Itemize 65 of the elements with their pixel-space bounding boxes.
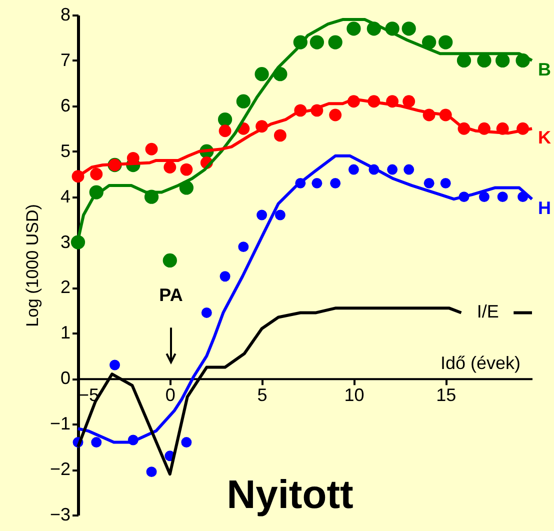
x-tick-label: 0	[165, 385, 176, 406]
point	[220, 271, 230, 282]
point	[346, 22, 361, 36]
y-tick-label: 6	[60, 95, 70, 116]
y-tick-label: 4	[60, 186, 70, 206]
x-tick-label: 15	[436, 385, 456, 406]
series-label: I/E	[476, 302, 499, 322]
point	[402, 22, 416, 36]
point	[497, 192, 508, 202]
series-label: H	[538, 198, 551, 218]
point	[238, 242, 249, 252]
point	[90, 168, 103, 180]
point	[478, 192, 490, 202]
point	[218, 112, 232, 127]
y-tick-label: −2	[50, 459, 70, 480]
y-tick-label: 3	[60, 232, 70, 252]
point	[236, 94, 250, 108]
series-label: B	[538, 59, 551, 80]
point	[180, 163, 193, 176]
point	[348, 164, 359, 175]
y-tick-label: −3	[50, 504, 70, 524]
point	[387, 164, 398, 175]
point	[201, 307, 212, 318]
y-tick-label: 2	[60, 277, 70, 298]
point	[329, 108, 342, 122]
point	[310, 35, 324, 50]
point	[110, 360, 120, 370]
point	[438, 35, 453, 50]
series-label: K	[538, 128, 551, 148]
point	[256, 210, 268, 220]
y-tick-label: 7	[60, 50, 70, 70]
point	[404, 164, 414, 175]
point	[328, 35, 342, 50]
y-tick-label: 8	[60, 4, 70, 24]
point	[496, 53, 510, 68]
point	[146, 466, 157, 478]
point	[456, 53, 472, 68]
point	[477, 53, 492, 68]
point	[330, 178, 341, 188]
text: Nyitott	[226, 473, 354, 517]
point	[145, 142, 158, 156]
line-series	[76, 154, 534, 444]
point	[91, 437, 102, 448]
y-tick-label: 5	[60, 140, 70, 161]
point	[274, 129, 286, 142]
x-tick-label: 5	[257, 385, 268, 406]
y-tick-label: 1	[60, 322, 70, 343]
y-tick-label: −1	[50, 414, 70, 434]
point	[162, 253, 177, 268]
x-axis-title: Idő (évek)	[440, 353, 520, 374]
point	[424, 178, 434, 188]
point	[70, 235, 86, 250]
point	[422, 35, 436, 50]
x-tick-label: 10	[344, 385, 364, 406]
y-axis-title: Log (1000 USD)	[22, 204, 42, 327]
point	[402, 95, 416, 108]
point	[274, 210, 286, 220]
point	[164, 161, 176, 174]
annotation: PA	[159, 285, 183, 305]
point	[254, 67, 269, 82]
y-tick-label: 0	[60, 368, 70, 388]
point	[440, 178, 451, 188]
point	[218, 124, 232, 138]
point	[181, 437, 192, 448]
point	[312, 178, 322, 188]
